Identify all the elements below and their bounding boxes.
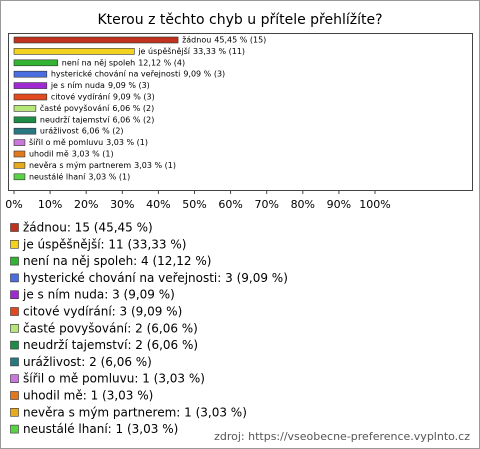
legend-swatch (10, 256, 19, 266)
chart-title: Kterou z těchto chyb u přítele přehlížít… (97, 12, 382, 28)
bar (13, 59, 59, 67)
legend-swatch (10, 307, 19, 316)
value-label: 6,06 % (2) (82, 127, 124, 136)
value-label: 9,09 % (3) (108, 81, 150, 90)
legend-label: žádnou: 15 (45,45 %) (23, 221, 153, 235)
legend-swatch (10, 273, 19, 283)
source: zdroj: https://vseobecne-preference.vypl… (214, 430, 470, 443)
legend-swatch (10, 340, 19, 350)
x-tick-label: 20% (74, 198, 98, 211)
bar-category-label: neustálé lhaní (29, 171, 86, 181)
bar (13, 139, 26, 146)
plot-area (8, 33, 473, 191)
bar-category-label: je úspěšnější (137, 46, 190, 56)
x-tick-label: 40% (146, 198, 170, 211)
bar-category-label: hysterické chování na veřejnosti (51, 69, 181, 79)
legend-label: nevěra s mým partnerem: 1 (3,03 %) (23, 405, 247, 419)
value-label: 9,09 % (3) (183, 70, 225, 79)
x-tick-label: 100% (359, 198, 390, 211)
x-tick-label: 90% (327, 198, 351, 211)
value-label: 3,03 % (1) (106, 138, 148, 147)
legend-label: je úspěšnější: 11 (33,33 %) (22, 237, 186, 251)
x-tick-label: 60% (218, 198, 242, 211)
legend-swatch (10, 407, 19, 417)
legend-swatch (10, 391, 19, 400)
legend-label: neustálé lhaní: 1 (3,03 %) (23, 422, 178, 436)
value-label: 6,06 % (2) (112, 104, 154, 113)
value-label: 3,03 % (1) (88, 172, 130, 181)
value-label: 3,03 % (1) (134, 161, 176, 170)
legend-label: je s ním nuda: 3 (9,09 %) (22, 288, 175, 302)
legend-swatch (10, 223, 19, 232)
bar (13, 93, 48, 101)
legend-label: šířil o mě pomluvu: 1 (3,03 %) (23, 372, 205, 386)
legend-swatch (10, 374, 19, 384)
legend-swatch (10, 424, 19, 434)
bar (13, 127, 37, 135)
legend-label: urážlivost: 2 (6,06 %) (23, 355, 152, 369)
x-tick-label: 80% (291, 198, 315, 211)
bar (13, 116, 37, 124)
value-label: 33,33 % (11) (193, 47, 245, 56)
legend-label: citové vydírání: 3 (9,09 %) (23, 305, 182, 319)
x-tick-label: 0% (5, 198, 22, 211)
value-label: 9,09 % (3) (113, 93, 155, 102)
bar (13, 36, 179, 44)
bar (13, 150, 26, 158)
legend-label: časté povyšování: 2 (6,06 %) (23, 321, 198, 335)
legend-swatch (10, 240, 19, 249)
legend-swatch (10, 323, 19, 333)
bar-category-label: časté povyšování (40, 103, 110, 113)
bar-category-label: je s ním nuda (50, 81, 105, 90)
x-tick-label: 10% (38, 198, 62, 211)
legend-label: hysterické chování na veřejnosti: 3 (9,0… (23, 271, 288, 285)
bar-category-label: neudrží tajemství (40, 115, 110, 124)
bar-category-label: citové vydírání (51, 92, 111, 102)
legend-label: není na něj spoleh: 4 (12,12 %) (23, 254, 211, 268)
x-tick-label: 70% (254, 198, 278, 211)
bar (13, 48, 135, 55)
legend-label: neudrží tajemství: 2 (6,06 %) (23, 338, 198, 352)
bar-category-label: šířil o mě pomluvu (29, 137, 103, 147)
bar (13, 82, 48, 89)
bar-category-label: nevěra s mým partnerem (29, 161, 131, 170)
bar-category-label: žádnou (182, 36, 211, 45)
legend-swatch (10, 357, 19, 367)
legend-swatch (10, 290, 19, 300)
bar-category-label: není na něj spoleh (62, 58, 135, 67)
bar-category-label: uhodil mě (29, 150, 69, 159)
x-tick-label: 30% (110, 198, 134, 211)
value-label: 12,12 % (4) (138, 58, 185, 67)
bar (13, 105, 37, 112)
bar (13, 173, 26, 181)
bar-category-label: urážlivost (40, 127, 79, 136)
legend-label: uhodil mě: 1 (3,03 %) (23, 389, 153, 403)
value-label: 3,03 % (1) (72, 150, 114, 159)
value-label: 6,06 % (2) (113, 115, 155, 124)
bar (13, 70, 48, 78)
bar (13, 162, 26, 169)
x-tick-label: 50% (182, 198, 206, 211)
value-label: 45,45 % (15) (214, 36, 266, 45)
